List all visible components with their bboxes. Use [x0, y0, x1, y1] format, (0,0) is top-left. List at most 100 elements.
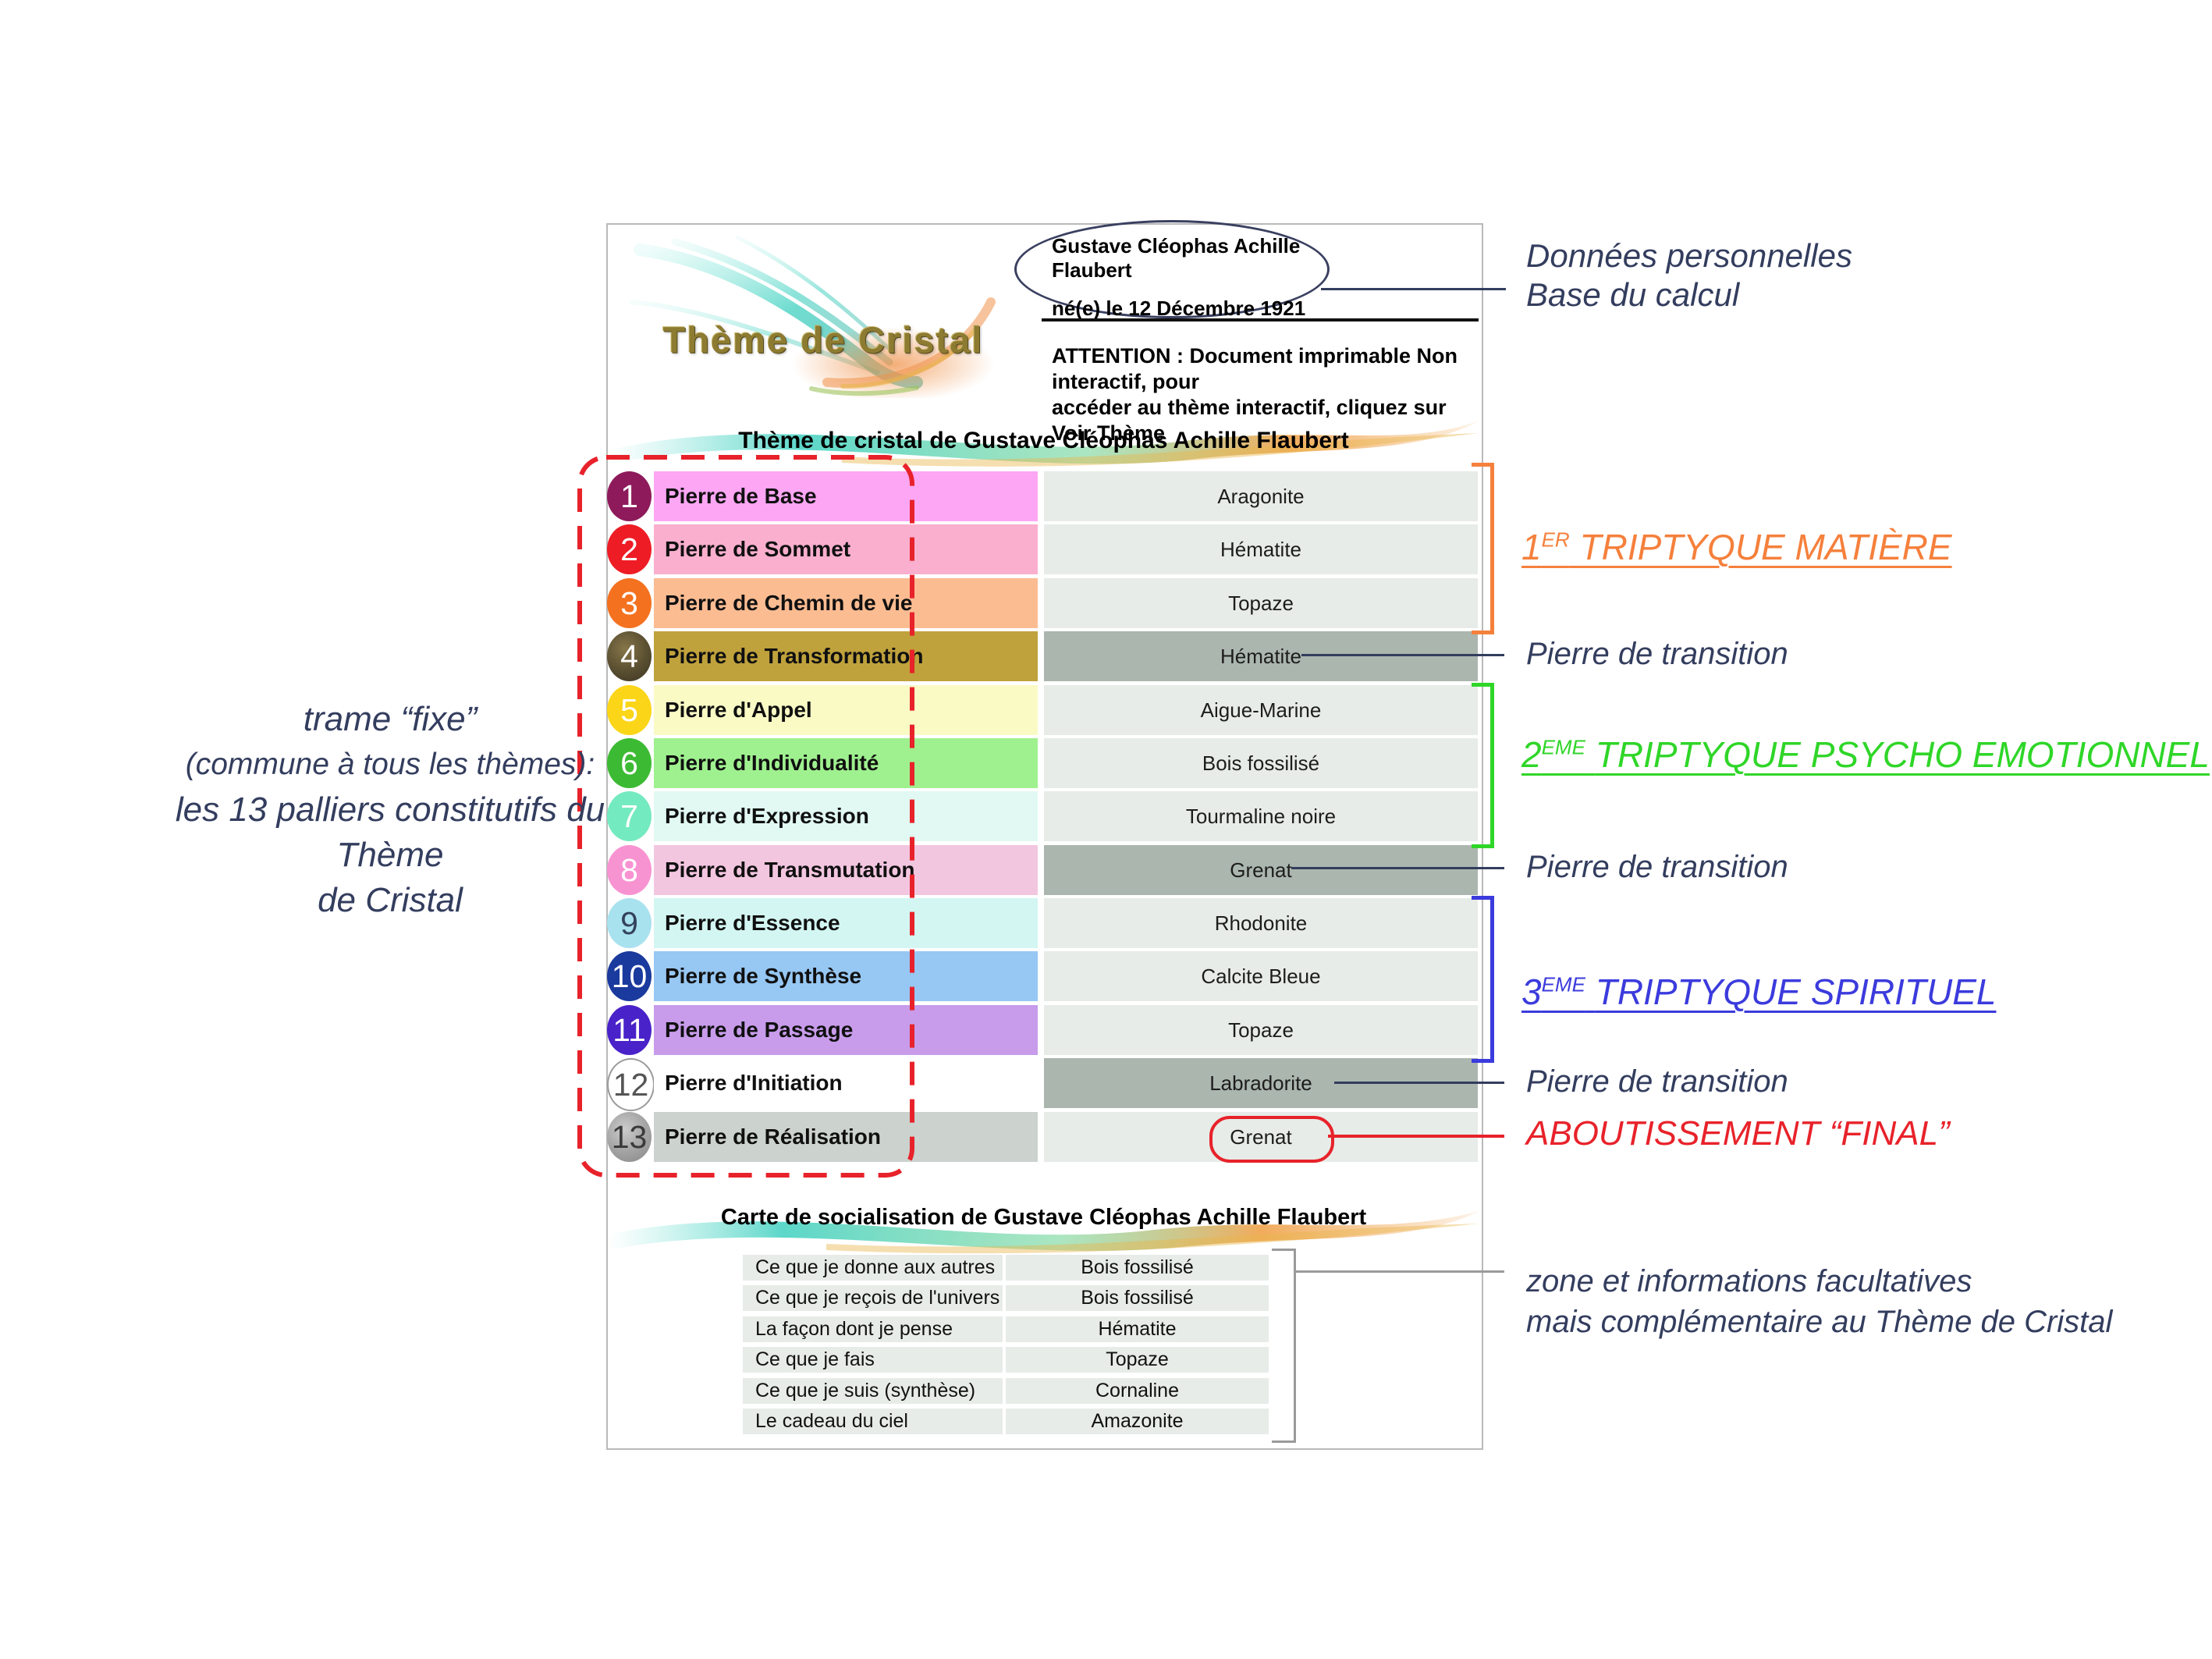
step-number: 2 [620, 531, 638, 567]
fixed-frame-note-line2: (commune à tous les thèmes): [185, 748, 595, 781]
social-stone-cell: Bois fossilisé [1006, 1255, 1269, 1281]
triptych-1-label: 1ER TRIPTYQUE MATIÈRE [1521, 526, 1952, 568]
social-label: Le cadeau du ciel [755, 1410, 908, 1432]
triptych-3-text: TRIPTYQUE SPIRITUEL [1595, 972, 1997, 1012]
social-title: Carte de socialisation de Gustave Cléoph… [720, 1205, 1367, 1230]
social-stone: Bois fossilisé [1081, 1256, 1194, 1278]
triptych-2-bracket [1472, 683, 1494, 848]
social-stone: Amazonite [1091, 1410, 1184, 1432]
stone-name: Bois fossilisé [1202, 751, 1320, 775]
social-zone-bracket [1272, 1249, 1296, 1443]
stone-name: Labradorite [1209, 1071, 1312, 1095]
social-label-cell: Ce que je reçois de l'univers [743, 1285, 1003, 1311]
step-label: Pierre de Transmutation [665, 858, 915, 882]
step-label-cell: Pierre de Transmutation [654, 845, 1038, 895]
triptych-2-text: TRIPTYQUE PSYCHO EMOTIONNEL [1595, 734, 2210, 775]
step-number-bubble: 10 [607, 951, 652, 1001]
transition-1-connector-line [1301, 654, 1504, 656]
social-label-cell: La façon dont je pense [743, 1316, 1003, 1342]
social-label-cell: Ce que je fais [743, 1347, 1003, 1373]
personal-data-note: Données personnelles Base du calcul [1526, 236, 1852, 314]
fixed-frame-note-line3: les 13 palliers constitutifs du Thème [175, 790, 605, 874]
social-label: Ce que je donne aux autres [755, 1256, 996, 1278]
step-label-cell: Pierre de Chemin de vie [654, 578, 1038, 628]
transition-2-label: Pierre de transition [1526, 850, 1788, 884]
theme-row-4: 4 Pierre de Transformation Hématite [0, 631, 2212, 681]
fixed-frame-note: trame “fixe” (commune à tous les thèmes)… [137, 697, 644, 923]
person-name: Gustave Cléophas Achille Flaubert [1052, 234, 1301, 282]
step-label: Pierre d'Appel [665, 698, 812, 722]
logo-swoosh-graphic [630, 235, 996, 402]
fixed-frame-note-line1: trame “fixe” [303, 700, 478, 738]
triptych-1-sup: ER [1541, 528, 1570, 552]
stone-name: Topaze [1228, 591, 1294, 615]
step-label-cell: Pierre de Passage [654, 1005, 1038, 1055]
step-label: Pierre de Base [665, 484, 817, 508]
step-label: Pierre d'Essence [665, 911, 840, 935]
step-number: 10 [611, 957, 648, 994]
step-number-bubble: 3 [607, 578, 652, 628]
stone-name: Hématite [1220, 537, 1302, 561]
personal-data-block: Gustave Cléophas Achille Flaubert né(e) … [1052, 234, 1309, 321]
social-stone: Bois fossilisé [1081, 1287, 1194, 1309]
optional-zone-note: zone et informations facultatives mais c… [1526, 1261, 2112, 1342]
person-birthdate: né(e) le 12 Décembre 1921 [1052, 297, 1306, 320]
step-number: 3 [620, 584, 638, 621]
stone-cell: Bois fossilisé [1044, 738, 1478, 788]
transition-3-label: Pierre de transition [1526, 1064, 1788, 1099]
social-label: Ce que je fais [755, 1348, 875, 1370]
personal-note-line2: Base du calcul [1526, 276, 1740, 313]
stone-cell: Hématite [1044, 631, 1478, 681]
stone-cell: Aragonite [1044, 471, 1478, 521]
social-label-cell: Le cadeau du ciel [743, 1409, 1003, 1434]
step-label-cell: Pierre d'Essence [654, 898, 1038, 948]
logo-swoosh [620, 228, 1010, 402]
transition-3-connector-line [1334, 1082, 1504, 1084]
step-number-bubble: 12 [607, 1058, 655, 1111]
theme-title: Thème de cristal de Gustave Cléophas Ach… [738, 428, 1349, 453]
stone-cell: Topaze [1044, 1005, 1478, 1055]
step-label-cell: Pierre d'Initiation [654, 1058, 1038, 1108]
step-number: 13 [611, 1118, 648, 1155]
theme-row-12: 12 Pierre d'Initiation Labradorite [0, 1058, 2212, 1111]
social-stone-cell: Cornaline [1006, 1378, 1269, 1404]
step-number: 4 [620, 638, 638, 674]
social-stone-cell: Amazonite [1006, 1409, 1269, 1434]
step-label-cell: Pierre d'Appel [654, 685, 1038, 735]
step-label: Pierre de Sommet [665, 537, 851, 561]
step-label-cell: Pierre de Transformation [654, 631, 1038, 681]
theme-row-3: 3 Pierre de Chemin de vie Topaze [0, 578, 2212, 628]
step-label: Pierre de Synthèse [665, 964, 862, 988]
step-label: Pierre d'Individualité [665, 751, 879, 775]
social-label: La façon dont je pense [755, 1318, 953, 1340]
step-number-bubble: 1 [607, 471, 652, 521]
personal-data-connector-line [1321, 288, 1506, 290]
triptych-3-bracket [1472, 896, 1494, 1063]
step-label: Pierre d'Initiation [665, 1071, 843, 1095]
stone-name: Grenat [1230, 1124, 1292, 1149]
stone-name: Topaze [1228, 1018, 1294, 1042]
stone-cell: Rhodonite [1044, 898, 1478, 948]
social-title-swoosh [608, 1188, 1479, 1258]
step-number: 1 [620, 478, 638, 514]
triptych-1-bracket [1472, 463, 1494, 634]
triptych-2-num: 2 [1521, 734, 1542, 775]
social-title-swoosh-graphic [608, 1211, 1479, 1254]
stone-cell: Hématite [1044, 524, 1478, 574]
step-number-bubble: 4 [607, 631, 652, 681]
triptych-3-label: 3EME TRIPTYQUE SPIRITUEL [1521, 971, 1996, 1013]
step-label-cell: Pierre d'Expression [654, 791, 1038, 841]
social-label: Ce que je suis (synthèse) [755, 1380, 976, 1401]
step-label-cell: Pierre d'Individualité [654, 738, 1038, 788]
social-label-cell: Ce que je suis (synthèse) [743, 1378, 1003, 1404]
triptych-3-num: 3 [1521, 972, 1542, 1012]
social-stone: Topaze [1106, 1348, 1169, 1370]
personal-data-oval [1014, 220, 1330, 318]
final-connector-line [1328, 1135, 1504, 1138]
step-label-cell: Pierre de Base [654, 471, 1038, 521]
step-label: Pierre de Réalisation [665, 1124, 882, 1149]
social-stone-cell: Topaze [1006, 1347, 1269, 1373]
final-stone-highlight [1209, 1116, 1334, 1163]
attention-line2: accéder au thème interactif, cliquez sur… [1052, 396, 1447, 445]
personal-note-line1: Données personnelles [1526, 237, 1852, 274]
